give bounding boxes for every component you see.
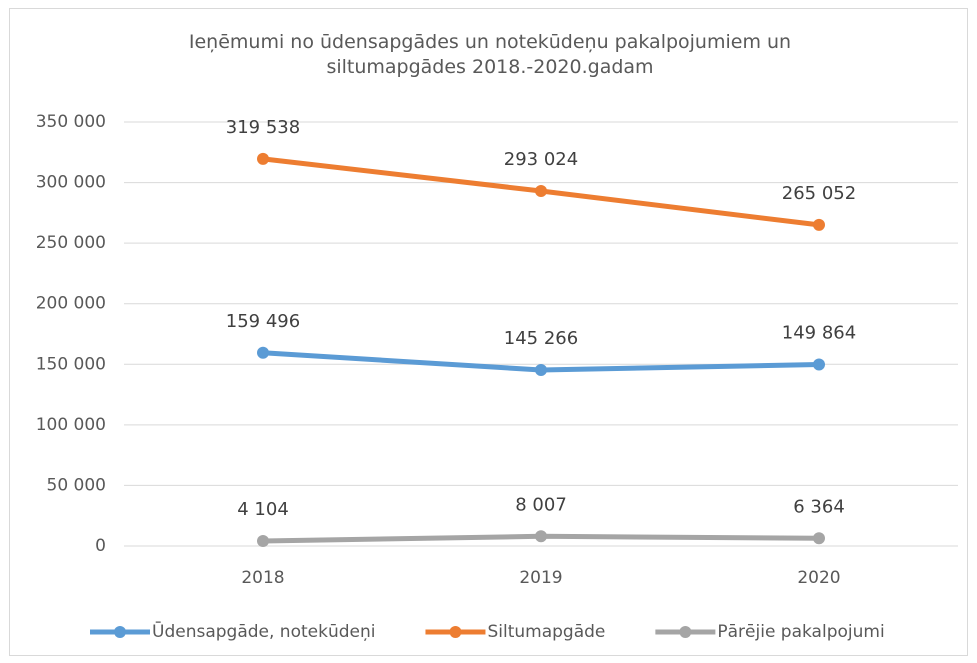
data-label: 159 496	[226, 311, 300, 332]
y-tick-label: 300 000	[36, 173, 106, 193]
data-point	[257, 152, 269, 165]
legend-item: Siltumapgāde	[425, 622, 605, 642]
data-label: 265 052	[782, 183, 856, 204]
x-tick-label: 2019	[519, 568, 562, 588]
data-point	[535, 364, 547, 377]
legend-label: Pārējie pakalpojumi	[717, 622, 884, 642]
y-tick-label: 150 000	[36, 354, 106, 374]
data-point	[813, 358, 825, 371]
y-tick-label: 100 000	[36, 415, 106, 435]
data-label: 149 864	[782, 322, 856, 343]
legend-label: Siltumapgāde	[487, 622, 605, 642]
y-tick-label: 0	[95, 536, 106, 556]
legend-item: Pārējie pakalpojumi	[655, 622, 885, 642]
y-tick-label: 250 000	[36, 233, 106, 253]
legend-marker	[449, 626, 462, 638]
y-tick-label: 350 000	[36, 112, 106, 132]
x-tick-label: 2020	[797, 568, 840, 588]
chart-border	[9, 8, 968, 656]
data-point	[257, 346, 269, 359]
data-label: 145 266	[504, 328, 578, 349]
y-tick-label: 200 000	[36, 294, 106, 314]
chart-title: Ieņēmumi no ūdensapgādes un notekūdeņu p…	[188, 31, 792, 78]
data-point	[535, 530, 547, 543]
legend-label: Ūdensapgāde, notekūdeņi	[152, 620, 375, 642]
legend-item: Ūdensapgāde, notekūdeņi	[90, 620, 375, 642]
x-tick-label: 2018	[241, 568, 284, 588]
data-point	[535, 185, 547, 198]
y-tick-label: 50 000	[47, 475, 106, 495]
data-label: 4 104	[237, 499, 289, 520]
legend-marker	[679, 626, 692, 638]
data-label: 319 538	[226, 117, 300, 138]
data-label: 8 007	[515, 494, 567, 515]
data-label: 293 024	[504, 149, 578, 170]
data-point	[813, 532, 825, 545]
data-point	[257, 535, 269, 548]
data-point	[813, 218, 825, 231]
data-label: 6 364	[793, 496, 845, 517]
legend-marker	[114, 626, 126, 638]
